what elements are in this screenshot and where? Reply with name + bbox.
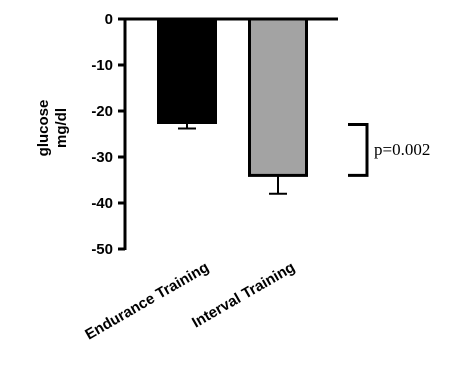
y-tick-label: -30: [91, 149, 113, 166]
significance-bracket: [348, 123, 369, 177]
y-tick-label: -50: [91, 241, 113, 258]
bar: [157, 17, 217, 124]
y-axis-ticks: 0 -10 -20 -30 -40 -50: [91, 11, 125, 258]
bar: [248, 17, 308, 177]
significance-annotation: p=0.002: [348, 123, 430, 177]
x-category-label: Endurance Training: [82, 259, 212, 344]
error-bars: [178, 122, 287, 195]
y-tick-label: 0: [105, 11, 113, 28]
y-tick-label: -10: [91, 57, 113, 74]
axes: [123, 17, 338, 250]
p-value-label: p=0.002: [374, 140, 430, 159]
y-tick-label: -40: [91, 195, 113, 212]
y-axis-label: glucose mg/dl: [35, 100, 70, 157]
y-axis-label-line-1: glucose: [35, 100, 52, 157]
y-axis-label-line-2: mg/dl: [53, 108, 70, 148]
y-tick-label: -20: [91, 103, 113, 120]
bars: [157, 17, 308, 177]
